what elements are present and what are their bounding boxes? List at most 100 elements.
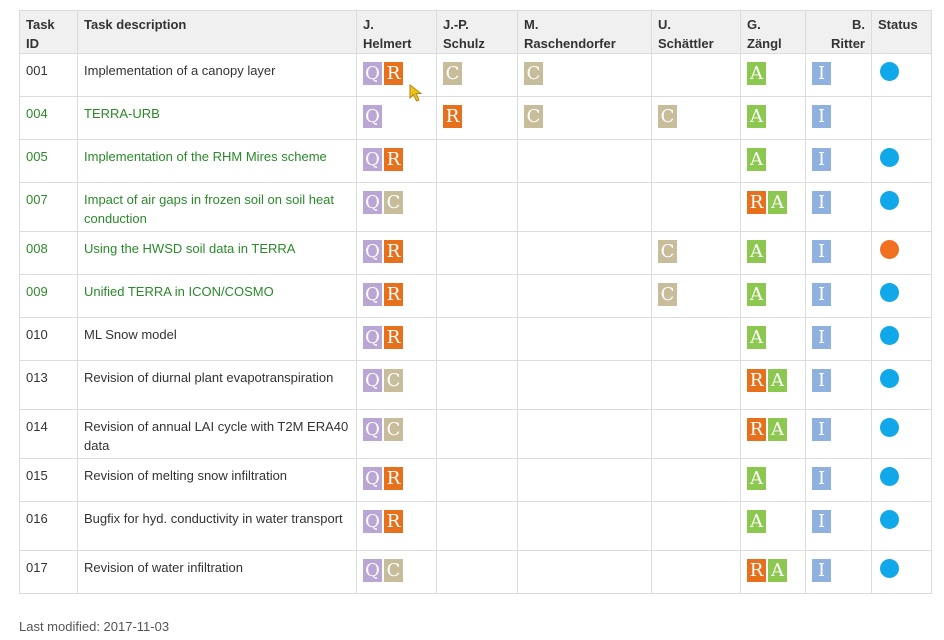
task-description: Implementation of a canopy layer xyxy=(84,63,276,78)
status-indicator-icon xyxy=(880,559,899,578)
last-modified-text: Last modified: 2017-11-03 xyxy=(19,619,170,634)
consulted-badge: C xyxy=(384,369,403,392)
responsible-badge: R xyxy=(384,510,403,533)
table-row: 017 Revision of water infiltration Q C R A I xyxy=(19,550,932,594)
task-id[interactable]: 009 xyxy=(26,284,48,299)
status-indicator-icon xyxy=(880,326,899,345)
ritter-role-cell: I xyxy=(805,360,872,410)
informed-badge: I xyxy=(812,148,831,171)
status-indicator-icon xyxy=(880,240,899,259)
raschendorfer-role-cell: C xyxy=(517,96,652,140)
approval-badge: A xyxy=(747,240,766,263)
status-cell xyxy=(871,182,932,232)
ritter-role-cell: I xyxy=(805,274,872,318)
task-id: 013 xyxy=(26,370,48,385)
task-description-link[interactable]: Implementation of the RHM Mires scheme xyxy=(84,149,327,164)
responsible-badge: R xyxy=(747,418,766,441)
status-cell xyxy=(871,139,932,183)
header-status[interactable]: Status xyxy=(871,10,932,54)
informed-badge: I xyxy=(812,240,831,263)
task-id: 010 xyxy=(26,327,48,342)
task-id[interactable]: 005 xyxy=(26,149,48,164)
task-id[interactable]: 007 xyxy=(26,192,48,207)
table-row: 005 Implementation of the RHM Mires schem… xyxy=(19,139,932,183)
informed-badge: I xyxy=(812,369,831,392)
helmert-role-cell: Q xyxy=(356,96,437,140)
responsible-badge: R xyxy=(384,283,403,306)
informed-badge: I xyxy=(812,191,831,214)
raschendorfer-role-cell xyxy=(517,360,652,410)
schulz-role-cell xyxy=(436,550,518,594)
ritter-role-cell: I xyxy=(805,317,872,361)
responsible-badge: R xyxy=(384,148,403,171)
header-helmert[interactable]: J. Helmert xyxy=(356,10,437,54)
consulted-badge: C xyxy=(443,62,462,85)
task-id: 001 xyxy=(26,63,48,78)
header-schulz[interactable]: J.-P. Schulz xyxy=(436,10,518,54)
task-id: 016 xyxy=(26,511,48,526)
header-description[interactable]: Task description xyxy=(77,10,357,54)
task-description-link[interactable]: Impact of air gaps in frozen soil on soi… xyxy=(84,192,335,226)
query-badge: Q xyxy=(363,62,382,85)
query-badge: Q xyxy=(363,559,382,582)
schaettler-role-cell xyxy=(651,409,741,459)
schaettler-role-cell xyxy=(651,550,741,594)
task-description-cell: Revision of melting snow infiltration xyxy=(77,458,357,502)
ritter-role-cell: I xyxy=(805,501,872,551)
ritter-role-cell: I xyxy=(805,139,872,183)
mouse-pointer-icon xyxy=(409,84,423,102)
task-description-cell: Impact of air gaps in frozen soil on soi… xyxy=(77,182,357,232)
task-id-cell: 017 xyxy=(19,550,78,594)
consulted-badge: C xyxy=(384,418,403,441)
query-badge: Q xyxy=(363,105,382,128)
responsible-badge: R xyxy=(384,240,403,263)
schaettler-role-cell: C xyxy=(651,231,741,275)
consulted-badge: C xyxy=(658,283,677,306)
task-description-cell: Revision of annual LAI cycle with T2M ER… xyxy=(77,409,357,459)
task-id-cell: 009 xyxy=(19,274,78,318)
ritter-role-cell: I xyxy=(805,182,872,232)
table-row: 014 Revision of annual LAI cycle with T2M… xyxy=(19,409,932,459)
consulted-badge: C xyxy=(524,62,543,85)
query-badge: Q xyxy=(363,418,382,441)
task-id[interactable]: 008 xyxy=(26,241,48,256)
task-description-cell: Implementation of the RHM Mires scheme xyxy=(77,139,357,183)
raschendorfer-role-cell xyxy=(517,501,652,551)
query-badge: Q xyxy=(363,148,382,171)
schaettler-role-cell: C xyxy=(651,274,741,318)
header-zaengl[interactable]: G. Zängl xyxy=(740,10,806,54)
raschendorfer-role-cell xyxy=(517,274,652,318)
status-indicator-icon xyxy=(880,510,899,529)
status-indicator-icon xyxy=(880,418,899,437)
schaettler-role-cell xyxy=(651,360,741,410)
task-description-link[interactable]: Using the HWSD soil data in TERRA xyxy=(84,241,296,256)
task-id[interactable]: 004 xyxy=(26,106,48,121)
status-cell xyxy=(871,317,932,361)
task-description: ML Snow model xyxy=(84,327,177,342)
schulz-role-cell xyxy=(436,274,518,318)
task-description-link[interactable]: TERRA-URB xyxy=(84,106,160,121)
task-description-link[interactable]: Unified TERRA in ICON/COSMO xyxy=(84,284,274,299)
consulted-badge: C xyxy=(658,240,677,263)
header-ritter[interactable]: B. Ritter xyxy=(805,10,872,54)
ritter-role-cell: I xyxy=(805,458,872,502)
informed-badge: I xyxy=(812,326,831,349)
task-description: Revision of annual LAI cycle with T2M ER… xyxy=(84,419,349,453)
approval-badge: A xyxy=(768,418,787,441)
schulz-role-cell xyxy=(436,231,518,275)
zaengl-role-cell: A xyxy=(740,458,806,502)
task-description-cell: ML Snow model xyxy=(77,317,357,361)
header-task-id[interactable]: Task ID xyxy=(19,10,78,54)
table-header-row: Task ID Task description J. Helmert J.-P. S… xyxy=(19,10,932,54)
status-cell xyxy=(871,360,932,410)
header-raschendorfer[interactable]: M. Raschendorfer xyxy=(517,10,652,54)
header-schaettler[interactable]: U. Schättler xyxy=(651,10,741,54)
task-id-cell: 005 xyxy=(19,139,78,183)
